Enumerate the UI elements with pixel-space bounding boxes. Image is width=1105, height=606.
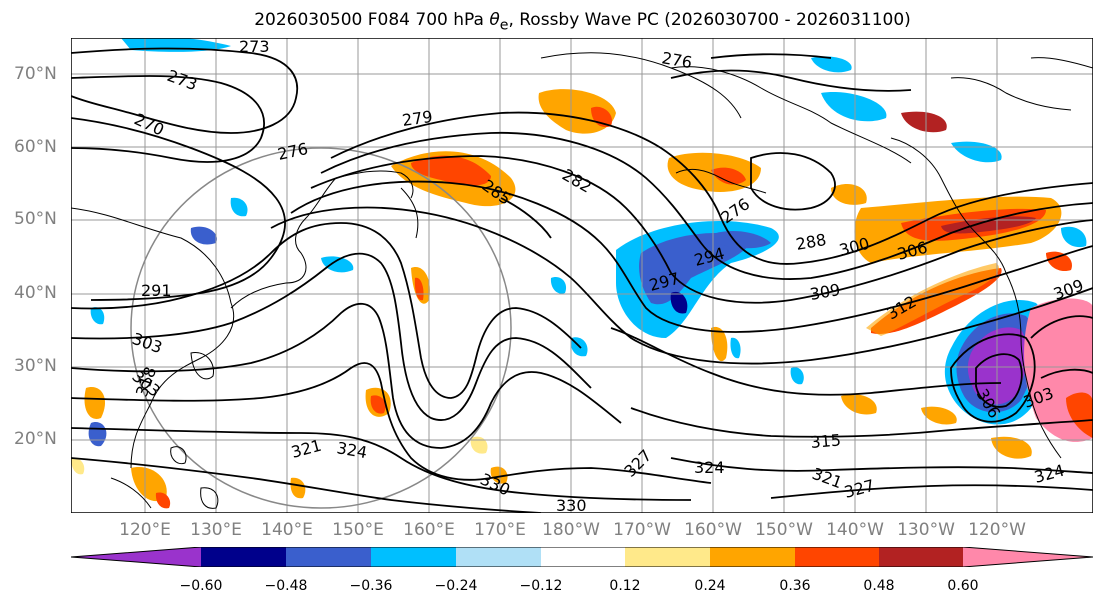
colorbar-segment — [456, 547, 541, 567]
region-circle — [130, 147, 512, 509]
colorbar — [71, 547, 1093, 567]
colorbar-segment — [710, 547, 795, 567]
colorbar-segment — [286, 547, 371, 567]
lon-label-180w: 180°W — [542, 520, 600, 540]
lat-label-40n: 40°N — [14, 283, 57, 303]
colorbar-segment — [625, 547, 710, 567]
lat-label-60n: 60°N — [14, 137, 57, 157]
colorbar-tick-label: −0.36 — [349, 578, 393, 594]
colorbar-tick-label: −0.48 — [264, 578, 308, 594]
contour-label: 279 — [401, 107, 434, 130]
theta-e-contours — [71, 47, 1093, 513]
contour-label: 273 — [239, 38, 270, 56]
contour-label: 315 — [810, 430, 842, 452]
colorbar-tick-label: 0.48 — [863, 578, 895, 594]
lon-label-160w: 160°W — [684, 520, 742, 540]
lon-label-150w: 150°W — [755, 520, 813, 540]
lon-label-130e: 130°E — [190, 520, 242, 540]
lon-label-130w: 130°W — [897, 520, 955, 540]
contour-label: 291 — [141, 281, 172, 300]
lon-label-140e: 140°E — [261, 520, 313, 540]
colorbar-segment — [71, 547, 201, 567]
colorbar-tick-label: 0.36 — [779, 578, 811, 594]
map-title: 2026030500 F084 700 hPa θe, Rossby Wave … — [0, 10, 1105, 33]
colorbar-segment — [201, 547, 286, 567]
colorbar-tick-label: −0.60 — [179, 578, 223, 594]
contour-label: 330 — [556, 496, 587, 513]
title-subscript: e — [499, 17, 509, 34]
colorbar-tick-label: 0.24 — [694, 578, 726, 594]
lon-label-170w: 170°W — [613, 520, 671, 540]
colorbar-tick-label: −0.12 — [519, 578, 563, 594]
title-prefix: 2026030500 F084 700 hPa — [254, 10, 490, 30]
lon-label-160e: 160°E — [403, 520, 455, 540]
lon-label-120e: 120°E — [119, 520, 171, 540]
map-panel: 273 273 270 276 279 282 285 276 288 294 … — [71, 38, 1093, 513]
lat-label-70n: 70°N — [14, 64, 57, 84]
contour-label: 324 — [694, 458, 725, 477]
colorbar-tick-label: 0.60 — [947, 578, 979, 594]
lon-label-170e: 170°E — [474, 520, 526, 540]
lat-label-20n: 20°N — [14, 429, 57, 449]
lon-label-120w: 120°W — [968, 520, 1026, 540]
colorbar-segment — [371, 547, 456, 567]
lon-label-150e: 150°E — [332, 520, 384, 540]
lat-label-30n: 30°N — [14, 356, 57, 376]
lon-label-140w: 140°W — [826, 520, 884, 540]
lat-label-50n: 50°N — [14, 209, 57, 229]
colorbar-tick-label: −0.24 — [434, 578, 478, 594]
title-suffix: , Rossby Wave PC (2026030700 - 202603110… — [508, 10, 911, 30]
colorbar-segment — [879, 547, 963, 567]
colorbar-tick-label: 0.12 — [609, 578, 641, 594]
colorbar-segment — [541, 547, 625, 567]
colorbar-segment — [963, 547, 1093, 567]
colorbar-segment — [795, 547, 879, 567]
title-symbol: θ — [489, 10, 500, 30]
